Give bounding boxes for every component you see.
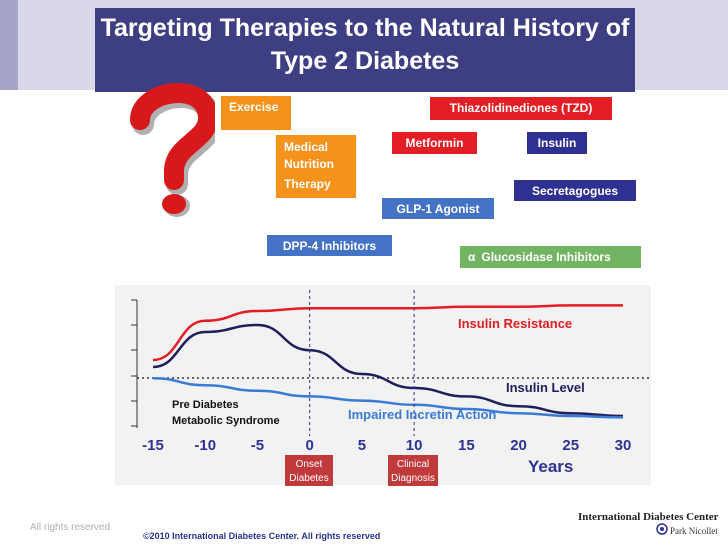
reference-lines (309, 290, 415, 436)
chart-axes (131, 299, 650, 428)
tag-alpha-glucosidase: α Glucosidase Inhibitors (460, 246, 641, 268)
footer-rights: All rights reserved (30, 522, 111, 533)
alpha-symbol: α (468, 250, 476, 264)
tag-dpp4-inhibitors: DPP-4 Inhibitors (267, 235, 392, 256)
tag-tzd: Thiazolidinediones (TZD) (430, 97, 612, 120)
tag-metformin: Metformin (392, 132, 477, 154)
label-insulin-level: Insulin Level (506, 380, 585, 395)
x-tick-label: 20 (510, 437, 527, 454)
label-incretin: Impaired Incretin Action (348, 407, 496, 422)
x-tick-label: -5 (251, 437, 264, 454)
x-tick-label: 25 (562, 437, 579, 454)
park-nicollet-logo-text: Park Nicollet (670, 526, 718, 536)
clinical-diagnosis-marker (388, 455, 438, 486)
x-tick-label: 15 (458, 437, 475, 454)
park-nicollet-logo-icon (656, 523, 668, 535)
label-metabolic-syndrome: Metabolic Syndrome (172, 415, 280, 427)
label-insulin-resistance: Insulin Resistance (458, 316, 572, 331)
onset-line2: Diabetes (289, 473, 328, 484)
clinical-line2: Diagnosis (391, 473, 435, 484)
tag-secretagogues: Secretagogues (514, 180, 636, 201)
footer-copyright: ©2010 International Diabetes Center. All… (143, 531, 381, 541)
x-tick-label: 10 (406, 437, 423, 454)
question-mark-icon (130, 83, 215, 217)
title-box (95, 8, 635, 92)
onset-line1: Onset (296, 459, 323, 470)
x-tick-label: 0 (305, 437, 313, 454)
tag-glp1-agonist: GLP-1 Agonist (382, 198, 494, 219)
clinical-line1: Clinical (397, 459, 429, 470)
series-insulin-resistance (152, 304, 623, 362)
x-tick-label: -15 (142, 437, 164, 454)
x-tick-label: 5 (358, 437, 366, 454)
series-insulin-level (152, 323, 624, 418)
slide-title: Targeting Therapies to the Natural Histo… (100, 14, 630, 75)
onset-diabetes-marker (285, 455, 333, 486)
tag-mnt-line3: Therapy (284, 177, 331, 191)
series-incretin (152, 376, 624, 419)
x-axis-label: Years (528, 457, 573, 476)
x-tick-label: 30 (615, 437, 632, 454)
tag-medical-nutrition-therapy: Medical Nutrition Therapy (276, 135, 356, 198)
idc-logo-text: International Diabetes Center (578, 511, 719, 523)
alpha-glucosidase-label: Glucosidase Inhibitors (481, 250, 611, 264)
tag-mnt-line1: Medical (284, 140, 329, 154)
x-tick-labels: -15 -10 -5 0 5 10 15 20 25 30 (142, 437, 631, 454)
label-pre-diabetes: Pre Diabetes (172, 399, 239, 411)
tag-insulin: Insulin (527, 132, 587, 154)
series-layer (152, 304, 624, 419)
x-tick-label: -10 (194, 437, 216, 454)
header-left-strip (0, 0, 18, 90)
tag-mnt-line2: Nutrition (284, 157, 334, 171)
tag-exercise: Exercise (221, 96, 291, 130)
